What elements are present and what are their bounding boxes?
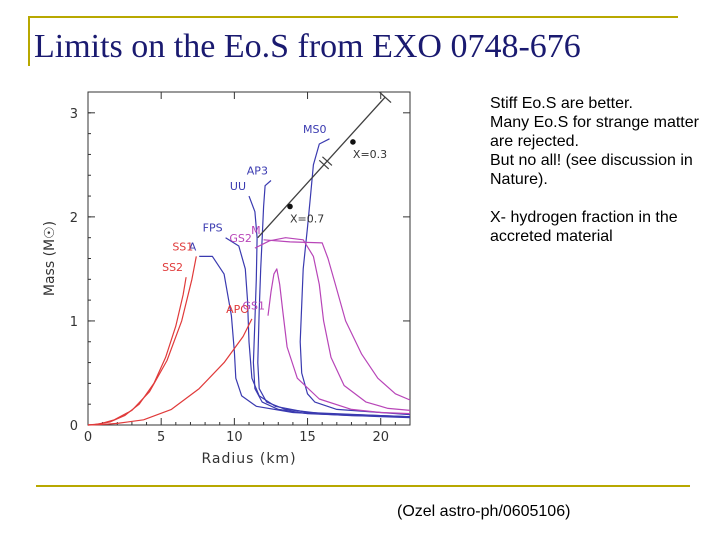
- chart-constraint: [257, 91, 392, 239]
- title-rule-left: [28, 16, 30, 66]
- series-gs2-curve: [254, 237, 411, 411]
- y-tick-label: 2: [70, 211, 78, 226]
- mass-radius-chart: 0 5 10 15 20 0 1 2 3 Radius (km) Mass (M☉) MS0 AP3U…: [42, 91, 411, 467]
- series-apo-curve: [87, 318, 253, 426]
- y-tick-label: 3: [70, 107, 78, 122]
- constraint-break-mark: [322, 156, 333, 166]
- credit-text: (Ozel astro-ph/0605106): [397, 503, 571, 520]
- constraint-end-cap: [378, 91, 392, 104]
- x-axis-label: Radius (km): [201, 451, 296, 467]
- x-tick-label: 10: [226, 430, 243, 445]
- series-ss2-curve: [87, 277, 187, 426]
- y-axis-label: Mass (M☉): [42, 221, 58, 296]
- series-uu-label: UU: [230, 180, 246, 193]
- series-a-curve: [199, 255, 411, 418]
- series-fps-curve: [225, 237, 411, 418]
- title-rule-top: [28, 16, 678, 18]
- series-fps-label: FPS: [203, 222, 223, 235]
- chart-axes: 0 5 10 15 20 0 1 2 3 Radius (km) Mass (M☉): [42, 91, 411, 467]
- slide-notes: Stiff Eo.S are better. Many Eo.S for str…: [490, 94, 715, 246]
- constraint-marker-label: X=0.3: [353, 148, 387, 161]
- x-tick-label: 15: [299, 430, 316, 445]
- slide-title: Limits on the Eo.S from EXO 0748-676: [34, 28, 581, 65]
- series-uu-curve: [248, 195, 411, 419]
- notes-paragraph-2: X- hydrogen fraction in the accreted mat…: [490, 209, 678, 245]
- series-apo-label: APO: [226, 303, 249, 316]
- x-tick-label: 5: [157, 430, 165, 445]
- notes-paragraph-1: Stiff Eo.S are better. Many Eo.S for str…: [490, 95, 699, 188]
- x-tick-label: 0: [84, 430, 92, 445]
- series-m-curve: [263, 239, 411, 401]
- constraint-line: [257, 96, 386, 239]
- series-ss1-label: SS1: [172, 240, 193, 253]
- series-ap3-curve: [257, 180, 411, 418]
- series-ss2-label: SS2: [162, 261, 183, 274]
- y-tick-label: 1: [70, 315, 78, 330]
- series-m-label: M: [251, 224, 260, 237]
- footer-rule: [36, 485, 690, 487]
- series-gs1-label: GS1: [243, 300, 266, 313]
- series-ms0-label: MS0: [303, 123, 326, 136]
- y-tick-label: 0: [70, 419, 78, 434]
- constraint-marker-label: X=0.7: [290, 212, 324, 225]
- constraint-marker: [350, 139, 356, 145]
- series-ap3-label: AP3: [247, 164, 268, 177]
- series-ms0-curve: [299, 138, 411, 416]
- series-gs2-label: GS2: [229, 232, 252, 245]
- constraint-break-mark: [318, 159, 330, 170]
- series-gs1-curve: [267, 268, 411, 415]
- chart-series: [87, 138, 411, 426]
- plot-frame: [87, 91, 411, 426]
- constraint-marker: [287, 203, 293, 210]
- x-tick-label: 20: [372, 430, 389, 445]
- series-ss1-curve: [87, 256, 197, 426]
- series-a-label: A: [189, 240, 197, 253]
